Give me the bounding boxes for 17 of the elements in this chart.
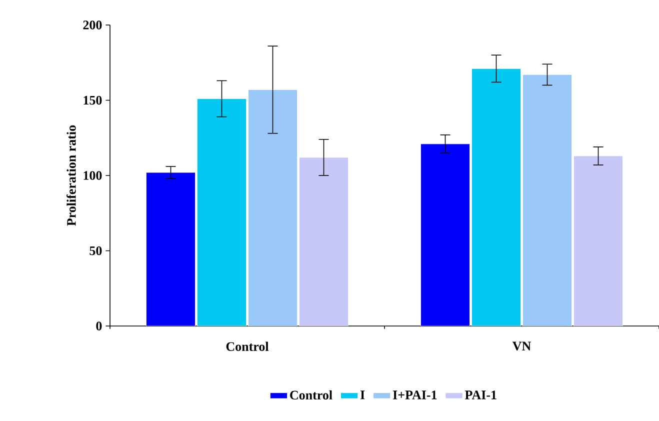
y-tick-label: 100 — [84, 171, 102, 180]
y-tick-label: 200 — [83, 20, 102, 30]
y-tick-label: 50 — [90, 246, 102, 256]
bar — [299, 157, 348, 326]
legend-label: I+PAI-1 — [393, 390, 437, 400]
bar — [197, 98, 246, 326]
legend-label: I — [360, 390, 365, 400]
bar — [574, 156, 623, 326]
bar — [146, 172, 196, 326]
bar — [472, 68, 521, 326]
bar — [420, 144, 470, 326]
y-axis-title: Proliferation ratio — [66, 125, 76, 226]
legend-label: Control — [290, 390, 332, 400]
y-tick-label: 0 — [96, 322, 102, 330]
y-tick-label: 150 — [84, 96, 102, 105]
legend-label: PAI-1 — [464, 390, 496, 400]
x-tick-label: VN — [512, 342, 531, 351]
